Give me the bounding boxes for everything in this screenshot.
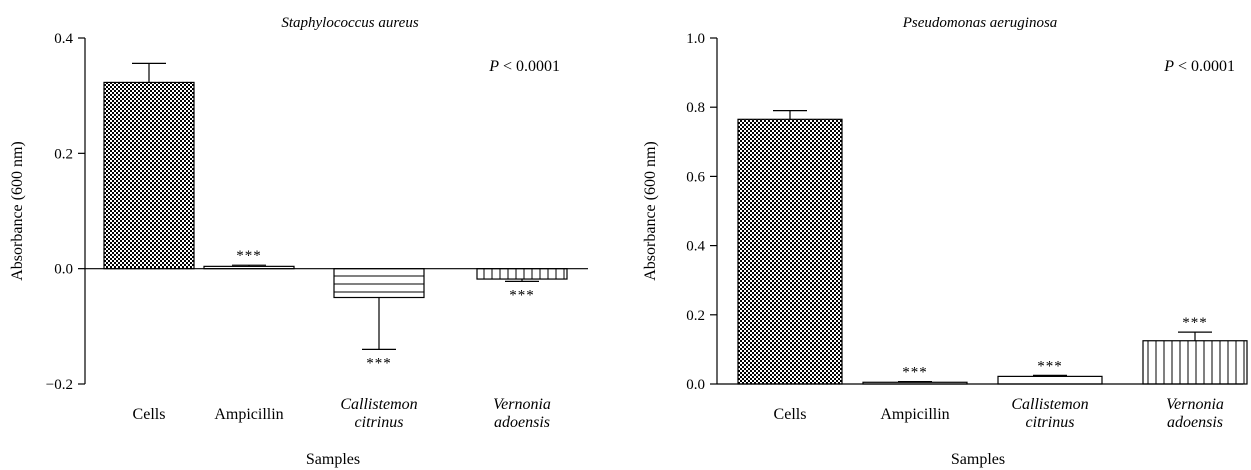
p-value-annotation: P < 0.0001: [488, 58, 560, 75]
x-tick-label: citrinus: [355, 414, 404, 431]
y-tick-label: 0.2: [54, 146, 73, 162]
y-tick-label: 0.2: [686, 308, 705, 324]
significance-label: ***: [1182, 315, 1208, 331]
x-tick-label: Vernonia: [493, 396, 551, 413]
y-tick-label: −0.2: [46, 377, 73, 393]
significance-label: ***: [902, 365, 928, 381]
x-tick-label: adoensis: [494, 414, 550, 431]
x-tick-label: Cells: [133, 406, 166, 423]
y-tick-label: 0.4: [686, 239, 705, 255]
bar: [1142, 340, 1248, 385]
bar: [997, 375, 1103, 385]
x-tick-label: Ampicillin: [214, 406, 283, 423]
y-tick-label: 0.8: [686, 100, 705, 116]
y-tick-label: 0.0: [54, 262, 73, 278]
bar: [103, 81, 195, 270]
y-tick-label: 0.0: [686, 377, 705, 393]
significance-label: ***: [509, 287, 535, 303]
x-tick-label: citrinus: [1026, 414, 1075, 431]
y-tick-label: 0.4: [54, 31, 73, 47]
bar: [476, 268, 568, 280]
x-axis-label: Samples: [951, 451, 1005, 468]
x-tick-label: adoensis: [1167, 414, 1223, 431]
significance-label: ***: [366, 355, 392, 371]
bar: [333, 268, 425, 299]
chart-title: Pseudomonas aeruginosa: [902, 15, 1058, 31]
significance-label: ***: [1037, 358, 1063, 374]
x-tick-label: Cells: [774, 406, 807, 423]
y-axis-label: Absorbance (600 nm): [642, 141, 659, 281]
x-tick-label: Callistemon: [340, 396, 417, 413]
p-value-annotation: P < 0.0001: [1163, 58, 1235, 75]
chart-staphylococcus-aureus: Staphylococcus aureus 0.4 0.2 0.0 −0.2 Absorb…: [9, 15, 588, 468]
chart-title: Staphylococcus aureus: [281, 15, 418, 31]
y-tick-label: 0.6: [686, 169, 705, 185]
x-axis-label: Samples: [306, 451, 360, 468]
y-tick-label: 1.0: [686, 31, 705, 47]
significance-label: ***: [236, 248, 262, 264]
y-axis-label: Absorbance (600 nm): [9, 141, 26, 281]
bar: [737, 118, 843, 385]
x-tick-label: Callistemon: [1011, 396, 1088, 413]
chart-pseudomonas-aeruginosa: Pseudomonas aeruginosa 1.0 0.8 0.6 0.4 0.2 0.0…: [642, 15, 1248, 468]
x-tick-label: Ampicillin: [880, 406, 949, 423]
x-tick-label: Vernonia: [1166, 396, 1224, 413]
